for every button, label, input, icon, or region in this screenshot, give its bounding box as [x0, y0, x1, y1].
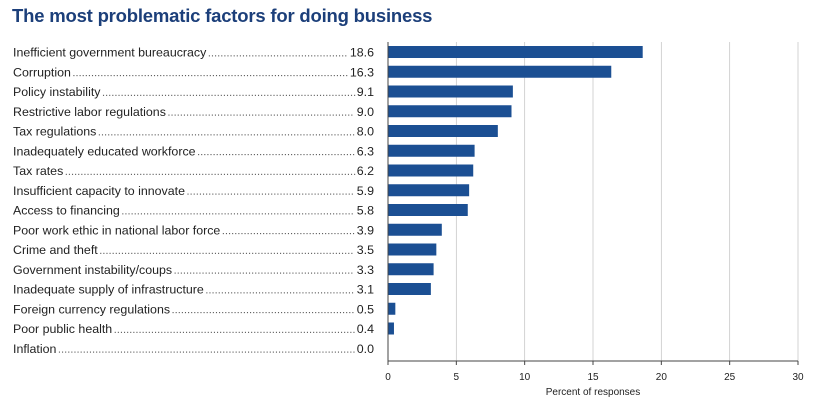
category-label: Poor work ethic in national labor force	[13, 223, 220, 237]
chart-title: The most problematic factors for doing b…	[12, 5, 433, 26]
dot-leader	[100, 252, 353, 254]
chart-row: Inadequate supply of infrastructure 3.1	[13, 283, 431, 297]
dot-leader	[208, 55, 347, 57]
x-tick-label: 20	[656, 372, 668, 383]
bar	[388, 125, 498, 137]
bar	[388, 263, 434, 276]
chart-row: Inflation 0.0	[13, 342, 374, 356]
bar	[388, 144, 475, 157]
value-label: 8.0	[357, 125, 374, 139]
dot-leader	[98, 134, 355, 136]
value-label: 16.3	[350, 65, 374, 79]
dot-leader	[122, 213, 353, 215]
value-label: 5.8	[357, 204, 374, 218]
value-label: 9.1	[357, 85, 374, 99]
value-label: 9.0	[357, 105, 374, 119]
chart-row: Foreign currency regulations 0.5	[13, 302, 396, 316]
category-label: Foreign currency regulations	[13, 302, 170, 316]
bar	[388, 46, 643, 58]
x-axis-ticks: 0 5 10 15 20 25 30	[385, 372, 804, 383]
category-label: Inflation	[13, 342, 57, 356]
category-label: Crime and theft	[13, 243, 98, 257]
chart-row: Access to financing 5.8	[13, 204, 468, 218]
bar	[388, 85, 513, 98]
category-label: Tax regulations	[13, 125, 96, 139]
bar	[388, 105, 512, 118]
category-label: Access to financing	[13, 204, 120, 218]
category-label: Government instability/coups	[13, 263, 172, 277]
value-label: 18.6	[350, 46, 374, 60]
bar	[388, 184, 470, 197]
category-label: Tax rates	[13, 164, 63, 178]
x-tick-label: 5	[454, 372, 460, 383]
value-label: 0.5	[357, 302, 374, 316]
dot-leader	[172, 312, 354, 314]
chart-row: Policy instability 9.1	[13, 85, 513, 99]
value-label: 0.4	[357, 322, 374, 336]
x-tick-label: 15	[587, 372, 599, 383]
chart-row: Tax rates 6.2	[13, 164, 474, 178]
dot-leader	[58, 351, 355, 353]
x-tick-label: 30	[792, 372, 804, 383]
category-label: Inadequately educated workforce	[13, 144, 196, 158]
dot-leader	[73, 75, 348, 77]
value-label: 0.0	[357, 342, 374, 356]
x-tick-label: 25	[724, 372, 736, 383]
value-label: 6.2	[357, 164, 374, 178]
gridlines	[387, 42, 799, 365]
chart-row: Government instability/coups 3.3	[13, 263, 434, 277]
value-label: 6.3	[357, 144, 374, 158]
chart-row: Corruption 16.3	[13, 65, 612, 79]
category-label: Policy instability	[13, 85, 101, 99]
chart-row: Inadequately educated workforce 6.3	[13, 144, 475, 158]
bar	[388, 223, 442, 236]
value-label: 3.5	[357, 243, 374, 257]
category-label: Insufficient capacity to innovate	[13, 184, 185, 198]
x-axis-label: Percent of responses	[546, 387, 641, 398]
dot-leader	[187, 193, 353, 195]
value-label: 5.9	[357, 184, 374, 198]
bar	[388, 164, 474, 177]
chart-row: Insufficient capacity to innovate 5.9	[13, 184, 470, 198]
dot-leader	[168, 114, 353, 116]
dot-leader	[222, 233, 355, 235]
value-label: 3.9	[357, 223, 374, 237]
category-label: Corruption	[13, 65, 71, 79]
dot-leader	[174, 272, 353, 274]
bar	[388, 65, 612, 78]
category-label: Inefficient government bureaucracy	[13, 46, 207, 60]
chart-row: Restrictive labor regulations 9.0	[13, 105, 512, 119]
chart-row: Poor public health 0.4	[13, 322, 394, 336]
dot-leader	[102, 94, 356, 96]
chart-row: Inefficient government bureaucracy 18.6	[13, 46, 643, 60]
category-label: Poor public health	[13, 322, 112, 336]
bar	[388, 204, 468, 216]
category-label: Restrictive labor regulations	[13, 105, 166, 119]
chart-row: Crime and theft 3.5	[13, 243, 437, 257]
chart-rows: Inefficient government bureaucracy 18.6 Co…	[13, 46, 643, 356]
category-label: Inadequate supply of infrastructure	[13, 283, 204, 297]
chart-row: Tax regulations 8.0	[13, 125, 498, 139]
bar	[388, 243, 437, 256]
dot-leader	[114, 331, 355, 333]
bar	[388, 283, 431, 295]
value-label: 3.3	[357, 263, 374, 277]
chart-row: Poor work ethic in national labor force 3…	[13, 223, 442, 237]
dot-leader	[206, 292, 354, 294]
x-tick-label: 10	[519, 372, 531, 383]
value-label: 3.1	[357, 283, 374, 297]
x-tick-label: 0	[385, 372, 391, 383]
dot-leader	[198, 154, 355, 156]
bar	[388, 322, 394, 335]
bar	[388, 302, 396, 315]
dot-leader	[65, 173, 356, 175]
